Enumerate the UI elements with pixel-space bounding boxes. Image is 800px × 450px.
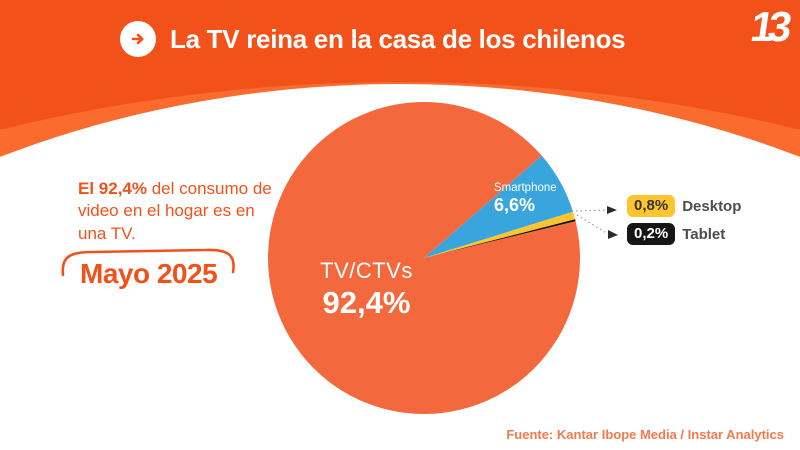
legend: 0,8% Desktop 0,2% Tablet <box>627 195 741 245</box>
pie-slice-tv <box>268 102 581 415</box>
pie-slice-tablet <box>424 219 576 258</box>
tv-slice-name: TV/CTVs <box>320 258 413 283</box>
legend-connector-lines <box>575 206 618 239</box>
pie-chart-container <box>264 98 584 418</box>
legend-item-tablet: 0,2% Tablet <box>627 223 741 245</box>
desktop-value-chip: 0,8% <box>627 195 676 217</box>
tablet-label: Tablet <box>682 225 726 243</box>
intro-highlight: El 92,4% <box>78 179 147 198</box>
smartphone-slice-value: 6,6% <box>494 195 536 215</box>
pie-chart <box>268 102 581 415</box>
date-badge-label: Mayo 2025 <box>80 258 218 289</box>
smartphone-slice-name: Smartphone <box>494 182 557 194</box>
source-credit: Fuente: Kantar Ibope Media / Instar Anal… <box>506 427 784 442</box>
arrow-right-icon <box>120 21 156 57</box>
intro-rest: del consumo de video en el hogar es en u… <box>78 179 272 243</box>
tablet-value-chip: 0,2% <box>627 223 676 245</box>
pie-slice-desktop <box>424 211 576 258</box>
tv-slice-value: 92,4% <box>322 285 411 320</box>
date-badge: Mayo 2025 <box>58 245 240 299</box>
tv-slice-label: TV/CTVs 92,4% <box>299 258 434 321</box>
intro-text: El 92,4% del consumo de video en el hoga… <box>78 178 276 245</box>
smartphone-slice-label: Smartphone 6,6% <box>494 182 557 216</box>
desktop-label: Desktop <box>682 197 742 215</box>
badge-outline <box>61 248 235 277</box>
canal-13-logo: 13 <box>748 3 790 50</box>
pie-slice-smartphone <box>424 155 573 258</box>
page-title: La TV reina en la casa de los chilenos <box>170 23 626 54</box>
header: La TV reina en la casa de los chilenos <box>120 21 626 57</box>
legend-item-desktop: 0,8% Desktop <box>627 195 741 217</box>
